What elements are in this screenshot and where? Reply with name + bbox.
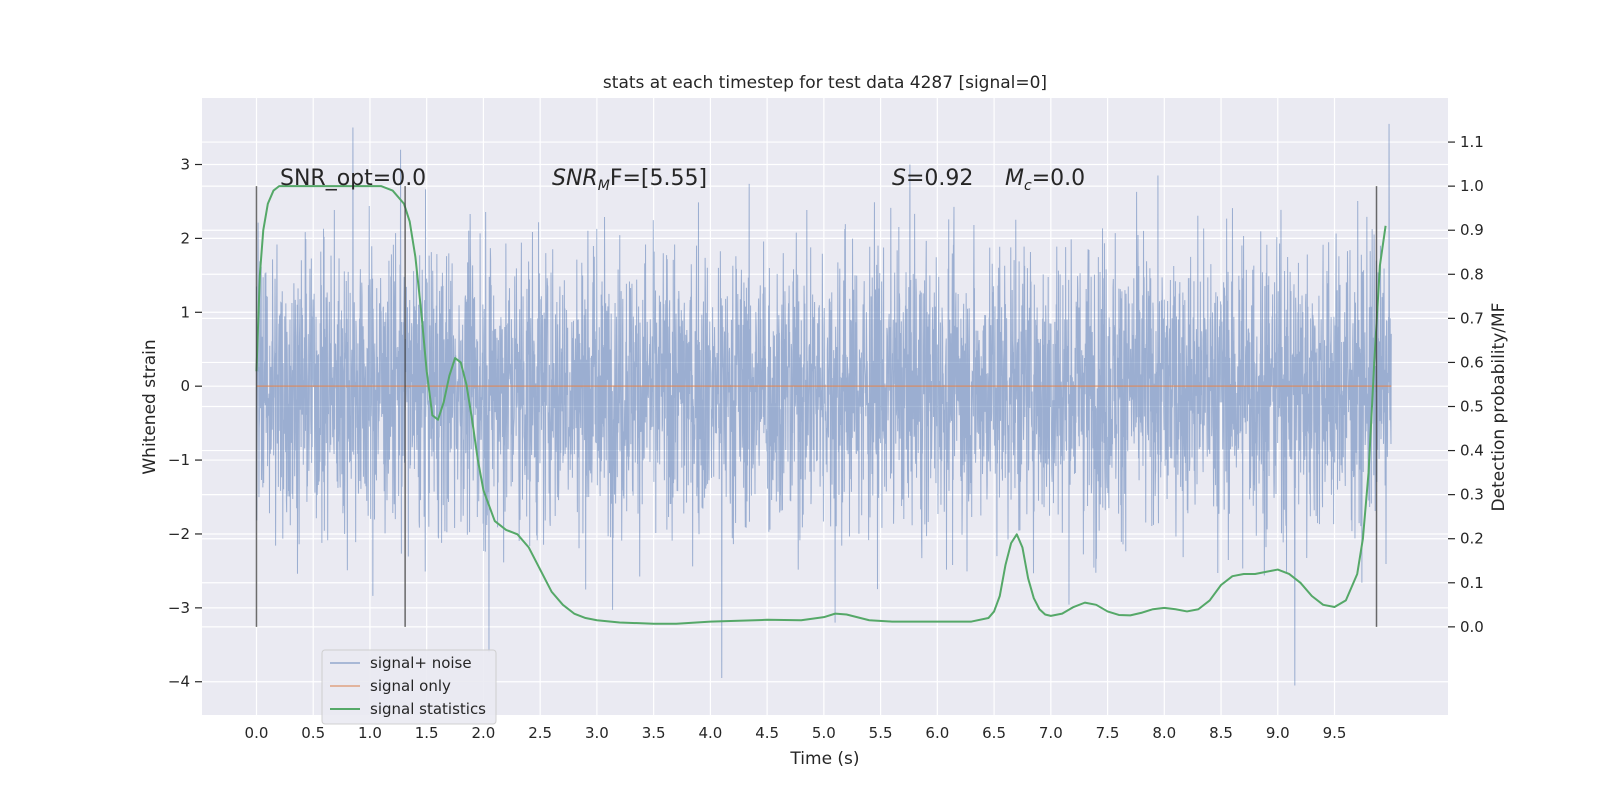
vertical-markers <box>255 186 1378 627</box>
y-right-tick-label: 0.7 <box>1460 309 1484 327</box>
x-tick-label: 9.5 <box>1323 724 1347 742</box>
x-tick-label: 1.5 <box>415 724 439 742</box>
x-tick-label: 6.5 <box>982 724 1006 742</box>
chart-title: stats at each timestep for test data 428… <box>603 73 1047 93</box>
x-tick-label: 0.0 <box>245 724 269 742</box>
legend: signal+ noise signal only signal statist… <box>321 649 497 725</box>
x-tick-label: 1.0 <box>358 724 382 742</box>
x-tick-label: 3.0 <box>585 724 609 742</box>
annotation-mc: Mc=0.0 <box>1005 166 1085 194</box>
y-right-tick-label: 1.1 <box>1460 133 1484 151</box>
y-right-tick-label: 0.6 <box>1460 353 1484 371</box>
y-left-tick-label: 1 <box>180 303 190 321</box>
y-left-tick-label: 3 <box>180 156 190 174</box>
x-tick-label: 0.5 <box>301 724 325 742</box>
legend-box <box>321 649 497 725</box>
y-right-tick-label: 0.8 <box>1460 265 1484 283</box>
y-left-tick-label: −1 <box>168 451 190 469</box>
y-left-tick-label: 2 <box>180 229 190 247</box>
left-y-axis-label: Whitened strain <box>140 339 160 474</box>
statistics-series <box>255 185 1387 625</box>
legend-label-statistics: signal statistics <box>370 700 486 718</box>
x-tick-label: 4.0 <box>698 724 722 742</box>
x-tick-label: 7.0 <box>1039 724 1063 742</box>
x-axis-label: Time (s) <box>789 749 859 769</box>
legend-label-signal-only: signal only <box>370 677 451 695</box>
y-right-tick-label: 0.5 <box>1460 398 1484 416</box>
x-tick-label: 2.0 <box>471 724 495 742</box>
right-y-axis-ticks: 0.0 0.1 0.2 0.3 0.4 0.5 0.6 0.7 0.8 0.9 1.0 1.1 <box>1448 133 1484 636</box>
x-tick-label: 6.0 <box>925 724 949 742</box>
x-tick-label: 3.5 <box>642 724 666 742</box>
y-right-tick-label: 0.4 <box>1460 442 1484 460</box>
annotation-snr-opt: SNR_opt=0.0 <box>280 166 426 191</box>
noise-line <box>255 123 1392 686</box>
y-right-tick-label: 0.3 <box>1460 486 1484 504</box>
x-tick-label: 9.0 <box>1266 724 1290 742</box>
y-right-tick-label: 1.0 <box>1460 177 1484 195</box>
y-left-tick-label: 0 <box>180 377 190 395</box>
left-y-axis-ticks: −4 −3 −2 −1 0 1 2 3 <box>168 156 202 691</box>
y-right-tick-label: 0.0 <box>1460 618 1484 636</box>
y-left-tick-label: −4 <box>168 673 190 691</box>
y-left-tick-label: −2 <box>168 525 190 543</box>
x-tick-label: 8.0 <box>1152 724 1176 742</box>
x-axis-ticks: 0.0 0.5 1.0 1.5 2.0 2.5 3.0 3.5 4.0 4.5 5.0 5.5 6.0 6… <box>245 724 1347 742</box>
noise-series <box>255 123 1392 686</box>
statistics-line <box>255 185 1387 625</box>
y-left-tick-label: −3 <box>168 599 190 617</box>
y-right-tick-label: 0.1 <box>1460 574 1484 592</box>
annotation-snr-mf: SNRMF=[5.55] <box>552 166 707 194</box>
annotation-s: S=0.92 <box>892 166 973 191</box>
x-tick-label: 5.5 <box>869 724 893 742</box>
legend-label-noise: signal+ noise <box>370 654 472 672</box>
y-right-tick-label: 0.9 <box>1460 221 1484 239</box>
x-tick-label: 7.5 <box>1096 724 1120 742</box>
x-tick-label: 4.5 <box>755 724 779 742</box>
x-tick-label: 8.5 <box>1209 724 1233 742</box>
x-tick-label: 5.0 <box>812 724 836 742</box>
right-y-axis-label: Detection probability/MF <box>1489 303 1509 512</box>
y-right-tick-label: 0.2 <box>1460 530 1484 548</box>
x-tick-label: 2.5 <box>528 724 552 742</box>
